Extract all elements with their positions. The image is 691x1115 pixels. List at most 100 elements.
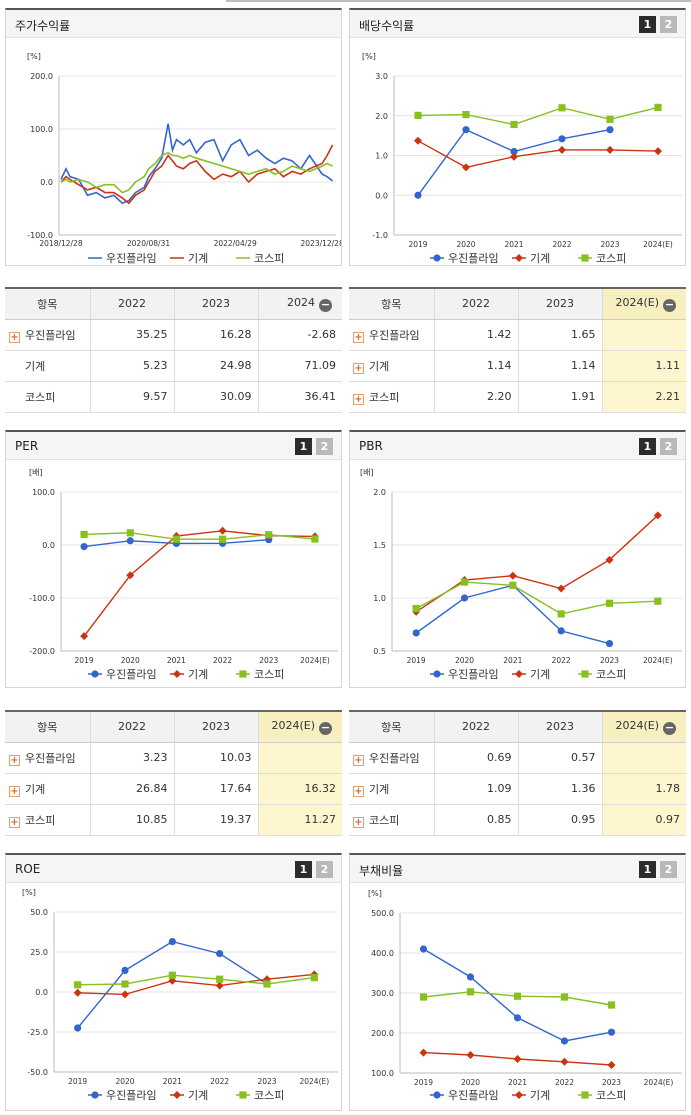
data-point: [121, 966, 129, 974]
expand-icon[interactable]: +: [353, 754, 364, 766]
x-tick-label: 2024(E): [644, 1078, 674, 1087]
legend-marker: [173, 1091, 181, 1099]
y-tick-label: 100.0: [371, 1069, 394, 1078]
column-header-label: 항목: [381, 297, 402, 311]
column-header: 2024(E) −: [257, 710, 342, 743]
collapse-icon[interactable]: −: [663, 720, 676, 735]
value-cell: 3.23: [89, 742, 174, 774]
column-header: 2023: [517, 710, 602, 743]
collapse-icon[interactable]: −: [319, 720, 332, 735]
collapse-icon[interactable]: −: [663, 297, 676, 312]
series-line: [83, 530, 315, 637]
row-label-cell: + 코스피: [349, 381, 434, 413]
page-1-button[interactable]: 1: [639, 438, 656, 455]
y-tick-label: 300.0: [371, 989, 394, 998]
value-cell: 1.65: [517, 319, 602, 351]
x-tick-label: 2021: [508, 1078, 527, 1087]
panel-title: ROE: [15, 862, 41, 876]
cell-value: 10.03: [220, 751, 252, 764]
cell-value: 30.09: [220, 390, 252, 403]
row-label: 우진플라임: [25, 328, 76, 342]
cell-value: 2.21: [655, 390, 681, 403]
row-label-cell: + 우진플라임: [349, 742, 434, 774]
data-point: [414, 136, 422, 145]
page-1-button[interactable]: 1: [295, 861, 312, 878]
page-2-button[interactable]: 2: [660, 438, 677, 455]
legend-label: 기계: [188, 252, 208, 265]
page-2-button[interactable]: 2: [316, 861, 333, 878]
page-2-button[interactable]: 2: [316, 438, 333, 455]
data-point: [560, 1037, 569, 1045]
panel-title: 주가수익률: [15, 19, 71, 33]
legend-marker: [581, 254, 589, 262]
panel-title: PER: [15, 439, 39, 453]
column-header-label: 2023: [546, 297, 574, 311]
page-1-button[interactable]: 1: [639, 16, 656, 33]
table-row: + 우진플라임 35.25 16.28 -2.68: [5, 319, 342, 351]
panel-header: ROE 1 2: [6, 855, 341, 883]
column-header: 2022: [433, 287, 518, 320]
value-cell: 1.42: [433, 319, 518, 351]
x-tick-label: 2020/08/31: [127, 239, 170, 248]
y-tick-label: 2.0: [375, 112, 388, 121]
column-header: 2022: [89, 710, 174, 743]
legend-marker: [239, 670, 247, 678]
legend-marker: [433, 254, 441, 262]
cell-value: 9.57: [143, 390, 168, 403]
legend-label: 코스피: [596, 668, 626, 681]
expand-icon[interactable]: +: [9, 785, 20, 797]
data-point: [605, 555, 614, 564]
y-tick-label: -100.0: [29, 594, 55, 603]
data-point: [466, 988, 475, 996]
data-point: [462, 163, 470, 172]
x-tick-label: 2023/12/28: [301, 239, 341, 248]
data-point: [557, 627, 565, 635]
x-tick-label: 2023: [602, 1078, 621, 1087]
y-tick-label: 2.0: [373, 488, 386, 497]
page-2-button[interactable]: 2: [660, 16, 677, 33]
column-header-label: 2022: [462, 720, 490, 734]
value-cell: 10.03: [173, 742, 258, 774]
dividend-yield-chart: [%] 3.0 2.0 1.0 0.0 -1.0 2019 2020 2021 2022 2023 2…: [362, 52, 682, 265]
page-2-button[interactable]: 2: [660, 861, 677, 878]
expand-icon[interactable]: +: [9, 816, 20, 828]
expand-icon[interactable]: +: [353, 393, 364, 405]
legend-label: 코스피: [596, 1089, 626, 1102]
table-row: 기계 5.23 24.98 71.09: [5, 350, 342, 382]
debt-ratio-chart: [%] 500.0 400.0 300.0 200.0 100.0 2019 2020 2021…: [368, 889, 682, 1102]
expand-icon[interactable]: +: [9, 754, 20, 766]
x-tick-label: 2019: [75, 656, 94, 665]
panel-header: 주가수익률: [6, 10, 341, 38]
row-label-cell: + 코스피: [5, 804, 90, 836]
unit-label: [배]: [360, 468, 374, 477]
per-table: 항목 2022 2023 2024(E) − + 우진플라임 3.23 10.03 + 기계 26.8…: [5, 710, 342, 836]
expand-icon[interactable]: +: [353, 362, 364, 374]
legend-label: 우진플라임: [448, 1089, 499, 1102]
collapse-icon[interactable]: −: [319, 297, 332, 312]
y-tick-label: 0.5: [373, 647, 386, 656]
expand-icon[interactable]: +: [353, 331, 364, 343]
row-label-cell: 기계: [5, 350, 90, 382]
y-tick-label: 0.0: [40, 178, 53, 187]
x-tick-label: 2020: [455, 656, 474, 665]
data-point: [215, 981, 224, 990]
table-row: + 기계 1.14 1.14 1.11: [349, 350, 686, 382]
table-header-row: 항목 2022 2023 2024(E) −: [5, 710, 342, 743]
page-1-button[interactable]: 1: [295, 438, 312, 455]
data-point: [605, 599, 614, 607]
expand-icon[interactable]: +: [9, 331, 20, 343]
data-point: [466, 1051, 475, 1059]
expand-icon[interactable]: +: [353, 816, 364, 828]
value-cell: 71.09: [257, 350, 342, 382]
series-line: [77, 973, 315, 996]
stock-return-panel: 주가수익률 [%] 200.0 100.0 0.0 -100.0 2018/12/28 20…: [5, 8, 342, 266]
y-tick-label: -25.0: [27, 1028, 48, 1037]
column-header-label: 2022: [118, 297, 146, 311]
cell-value: 1.09: [487, 782, 512, 795]
pager: 1 2: [639, 861, 677, 878]
pbr-panel: PBR 1 2 [배] 2.0 1.5 1.0 0.5 2019 2020 2021 2022 2…: [349, 430, 686, 688]
page-1-button[interactable]: 1: [639, 861, 656, 878]
data-point: [419, 1048, 428, 1057]
per-chart: [배] 100.0 0.0 -100.0 -200.0 2019 2020 2021 2022 2…: [29, 468, 338, 681]
expand-icon[interactable]: +: [353, 785, 364, 797]
